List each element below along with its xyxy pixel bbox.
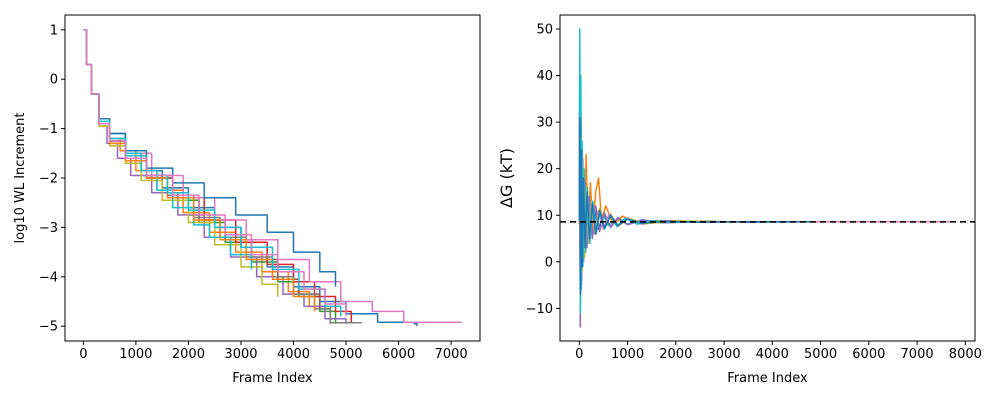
right-y-ticks: 50 40 30 20 10 0 −10 <box>526 22 560 317</box>
right-series-line-1 <box>578 84 956 310</box>
right-x-tick-label: 0 <box>575 347 583 362</box>
left-y-tick-label: −2 <box>39 172 58 187</box>
right-x-tick-label: 5000 <box>804 347 837 362</box>
left-y-ticks: 1 0 −1 −2 −3 −4 −5 <box>39 23 65 335</box>
right-x-tick-label: 1000 <box>611 347 644 362</box>
left-y-tick-label: −5 <box>39 320 58 335</box>
right-series-line-0 <box>578 28 773 300</box>
right-series-line-3 <box>578 107 729 291</box>
right-x-ticks: 0 1000 2000 3000 4000 5000 6000 7000 8000 <box>575 341 982 362</box>
right-y-tick-label: 30 <box>536 116 553 131</box>
left-x-tick-label: 3000 <box>224 347 257 362</box>
right-series-line-4 <box>578 98 956 305</box>
left-series-line-4 <box>83 29 347 324</box>
left-x-tick-label: 4000 <box>277 347 310 362</box>
right-y-tick-label: −10 <box>526 302 553 317</box>
right-series-group <box>578 28 956 328</box>
left-x-tick-label: 7000 <box>435 347 468 362</box>
left-x-tick-label: 0 <box>79 347 87 362</box>
left-y-tick-label: −3 <box>39 221 58 236</box>
left-y-tick-label: 1 <box>50 23 58 38</box>
left-series-line-13 <box>83 29 347 317</box>
right-series-line-7 <box>578 93 956 300</box>
left-series-line-9 <box>83 29 253 270</box>
left-y-tick-label: −1 <box>39 122 58 137</box>
right-x-tick-label: 4000 <box>756 347 789 362</box>
left-y-axis-label: log10 WL Increment <box>13 113 28 244</box>
left-x-tick-label: 6000 <box>382 347 415 362</box>
left-y-tick-label: 0 <box>50 73 58 88</box>
left-series-line-0 <box>83 29 418 327</box>
left-series-line-7 <box>83 29 362 324</box>
right-x-tick-label: 7000 <box>901 347 934 362</box>
right-x-tick-label: 2000 <box>659 347 692 362</box>
right-y-tick-label: 50 <box>536 22 553 37</box>
left-y-tick-label: −4 <box>39 270 58 285</box>
right-series-line-11 <box>578 116 811 296</box>
right-y-tick-label: 20 <box>536 162 553 177</box>
right-x-tick-label: 3000 <box>708 347 741 362</box>
right-x-tick-label: 6000 <box>852 347 885 362</box>
left-plot-frame <box>64 14 481 342</box>
right-x-axis-label: Frame Index <box>727 371 808 386</box>
right-series-line-5 <box>578 74 700 328</box>
right-y-tick-label: 40 <box>536 69 553 84</box>
left-series-line-12 <box>83 29 342 317</box>
right-series-line-10 <box>578 46 696 314</box>
left-series-line-3 <box>83 29 353 323</box>
left-x-tick-label: 2000 <box>172 347 205 362</box>
right-plot-frame <box>559 14 976 342</box>
left-chart-panel: 0 1000 2000 3000 4000 5000 6000 7000 1 0 −1 −2 −3 −4… <box>13 14 481 386</box>
left-x-axis-label: Frame Index <box>232 371 313 386</box>
left-series-group <box>83 29 462 327</box>
right-y-tick-label: 10 <box>536 209 553 224</box>
right-y-axis-label: ΔG (kT) <box>497 148 516 208</box>
right-y-tick-label: 0 <box>545 255 553 270</box>
left-x-tick-label: 1000 <box>119 347 152 362</box>
left-x-tick-label: 5000 <box>329 347 362 362</box>
right-chart-panel: 0 1000 2000 3000 4000 5000 6000 7000 8000 50 40 30… <box>497 14 982 386</box>
right-series-line-2 <box>578 121 725 296</box>
left-x-ticks: 0 1000 2000 3000 4000 5000 6000 7000 <box>79 341 468 362</box>
right-x-tick-label: 8000 <box>949 347 982 362</box>
